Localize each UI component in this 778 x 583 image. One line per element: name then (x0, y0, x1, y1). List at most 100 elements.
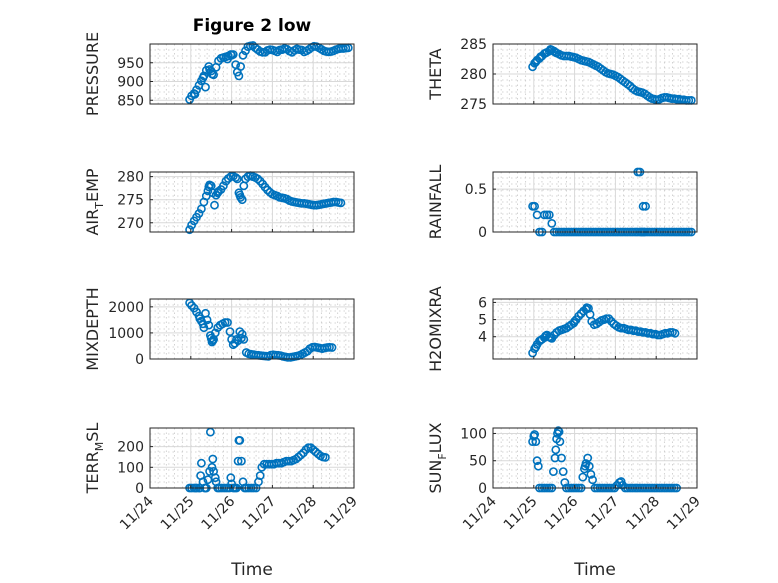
y-tick-label: 280 (460, 67, 487, 83)
ylabel-main: TERR (83, 451, 102, 494)
data-point (604, 314, 614, 324)
y-axis-label-pressure: PRESSURE (83, 32, 102, 116)
data-point (272, 47, 282, 57)
x-axis-label-right: Time (573, 560, 616, 580)
y-tick-label: 6 (478, 295, 487, 311)
y-axis-label-sun_flux: SUNFLUX (426, 422, 449, 493)
plot-area-pressure (149, 43, 355, 105)
data-point (576, 309, 586, 318)
data-point (207, 69, 217, 79)
data-point (223, 318, 232, 327)
data-point (227, 50, 236, 60)
x-tick-label: 11/29 (321, 494, 361, 534)
data-point (185, 225, 194, 235)
data-point (533, 461, 543, 471)
data-point (582, 303, 592, 312)
y-tick-label: 900 (117, 75, 144, 91)
y-tick-label: 275 (460, 97, 487, 113)
data-point (584, 461, 594, 471)
data-point (530, 344, 539, 354)
x-tick-label: 11/25 (158, 494, 198, 534)
data-point (296, 450, 306, 460)
y-tick-label: 285 (460, 37, 487, 53)
data-point (574, 311, 584, 321)
data-point (544, 210, 554, 220)
data-point (558, 467, 568, 476)
data-point (255, 471, 265, 480)
subplot-grid: 850 900 950 PRESSURE 275 280 285 THETA 270 275 280… (83, 32, 704, 533)
axis-frame (149, 427, 355, 489)
x-tick-label: 11/26 (542, 493, 582, 533)
y-axis-label-h2omixra: H2OMIXRA (426, 286, 445, 372)
data-point (210, 473, 220, 483)
data-point (531, 57, 541, 67)
data-point (238, 50, 248, 60)
minor-grid-h2omixra (493, 299, 697, 359)
y-axis-label-air_temp: AIRTEMP (83, 168, 106, 235)
data-point (546, 333, 555, 342)
data-point (551, 48, 560, 57)
data-point (234, 71, 244, 81)
subplot-terr_msl: 0 100 200 11/24 11/25 11/26 11/27 11/28 11/29 TER… (83, 423, 361, 534)
data-point (213, 188, 223, 198)
ylabel-main: AIR (83, 209, 102, 236)
y-tick-label: 0.5 (465, 182, 487, 198)
data-point (210, 328, 220, 338)
ylabel-subscript: M (93, 442, 106, 452)
data-point (547, 218, 557, 228)
subplot-air_temp: 270 275 280 AIRTEMP (83, 168, 355, 236)
data-point (570, 316, 579, 326)
minor-grid-mixdepth (150, 299, 354, 359)
data-point (210, 200, 219, 210)
y-tick-label: 5 (478, 313, 487, 329)
x-tick-label: 11/29 (664, 494, 704, 534)
data-point (541, 331, 550, 341)
data-point (237, 195, 247, 205)
axis-frame (492, 298, 698, 360)
data-point (205, 65, 214, 74)
x-tick-label: 11/24 (117, 493, 157, 533)
y-tick-label: 270 (117, 216, 144, 232)
data-point (336, 198, 346, 208)
subplot-pressure: 850 900 950 PRESSURE (83, 32, 355, 116)
data-point (192, 85, 201, 95)
data-point (226, 473, 236, 483)
ylabel-main: SUN (426, 460, 445, 494)
x-tick-label: 11/27 (239, 494, 279, 534)
axis-frame (149, 43, 355, 105)
x-axis-label-left: Time (230, 560, 273, 580)
y-tick-label: 4 (478, 330, 487, 346)
data-point (198, 73, 208, 83)
minor-grid-rainfall (493, 172, 697, 232)
y-tick-label: 0 (135, 481, 144, 497)
y-tick-label: 200 (117, 440, 144, 456)
plot-area-sun_flux (492, 427, 698, 489)
data-point (588, 475, 597, 485)
minor-grid-sun_flux (493, 428, 697, 488)
data-point (194, 209, 204, 218)
data-point (606, 316, 616, 326)
data-point (218, 181, 228, 191)
major-grid-pressure (150, 44, 354, 104)
data-point (557, 453, 566, 463)
data-point (641, 201, 650, 211)
data-point (531, 437, 541, 446)
data-point (583, 453, 593, 463)
data-point (198, 319, 208, 329)
y-tick-label: 850 (117, 93, 144, 109)
data-point (549, 467, 558, 476)
series-pressure (185, 41, 353, 104)
ylabel-subscript: F (436, 453, 449, 459)
ylabel-subscript: T (93, 202, 106, 210)
y-tick-label: 275 (117, 193, 144, 209)
data-point (235, 190, 245, 200)
axis-frame (492, 427, 698, 489)
y-tick-label: 1000 (108, 326, 144, 342)
axis-frame (149, 298, 355, 360)
x-tick-label: 11/26 (199, 493, 239, 533)
data-point (190, 89, 200, 99)
data-point (232, 174, 242, 184)
data-point (203, 186, 213, 196)
x-tick-label: 11/28 (280, 494, 320, 534)
